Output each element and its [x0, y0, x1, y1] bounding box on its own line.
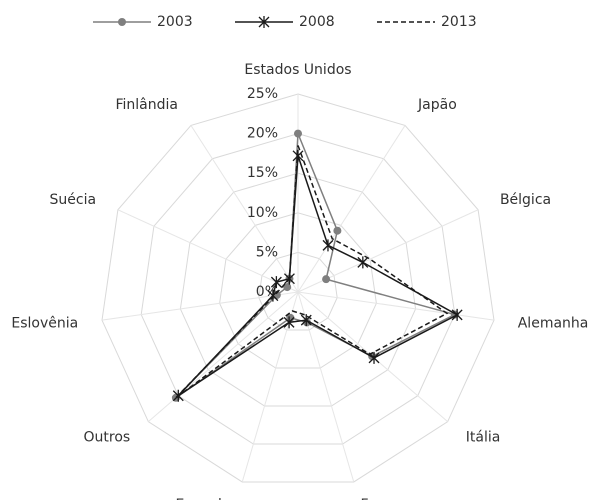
marker [322, 239, 334, 252]
tick-label: 5% [256, 244, 278, 260]
tick-label: 15% [247, 165, 278, 181]
series-line [177, 155, 459, 397]
spoke [117, 209, 299, 293]
legend-label: 2008 [299, 14, 335, 30]
grid-ring [258, 251, 338, 331]
legend-marker [258, 16, 270, 28]
marker [451, 308, 463, 321]
marker [357, 256, 369, 269]
category-label: Finlândia [115, 97, 178, 113]
spoke [297, 125, 406, 293]
spoke [190, 125, 299, 293]
category-label: França [361, 497, 408, 500]
category-label: Itália [466, 429, 501, 445]
category-label: Espanha [176, 497, 236, 500]
category-label: Alemanha [518, 316, 589, 332]
tick-label: 25% [247, 86, 278, 102]
marker [283, 316, 295, 329]
category-label: Bélgica [500, 192, 551, 208]
series-line [174, 145, 449, 399]
category-label: Estados Unidos [244, 62, 351, 78]
spoke [101, 291, 299, 321]
category-label: Outros [84, 429, 131, 445]
marker [322, 275, 331, 284]
legend-marker [118, 18, 126, 26]
category-label: Japão [417, 97, 457, 113]
grid-ring [140, 133, 456, 445]
marker [333, 226, 342, 235]
marker [294, 129, 302, 138]
legend-label: 2013 [441, 14, 477, 30]
legend-label: 2003 [157, 14, 193, 30]
grid-ring [101, 93, 495, 483]
tick-label: 10% [247, 205, 278, 221]
marker [300, 314, 312, 327]
marker [283, 283, 292, 292]
spoke [297, 291, 495, 321]
tick-label: 20% [247, 126, 278, 142]
grid-ring [219, 212, 377, 369]
grid-ring [179, 172, 417, 407]
marker [270, 276, 282, 289]
marker [267, 289, 279, 302]
category-label: Suécia [50, 192, 97, 208]
category-label: Eslovênia [11, 316, 78, 332]
